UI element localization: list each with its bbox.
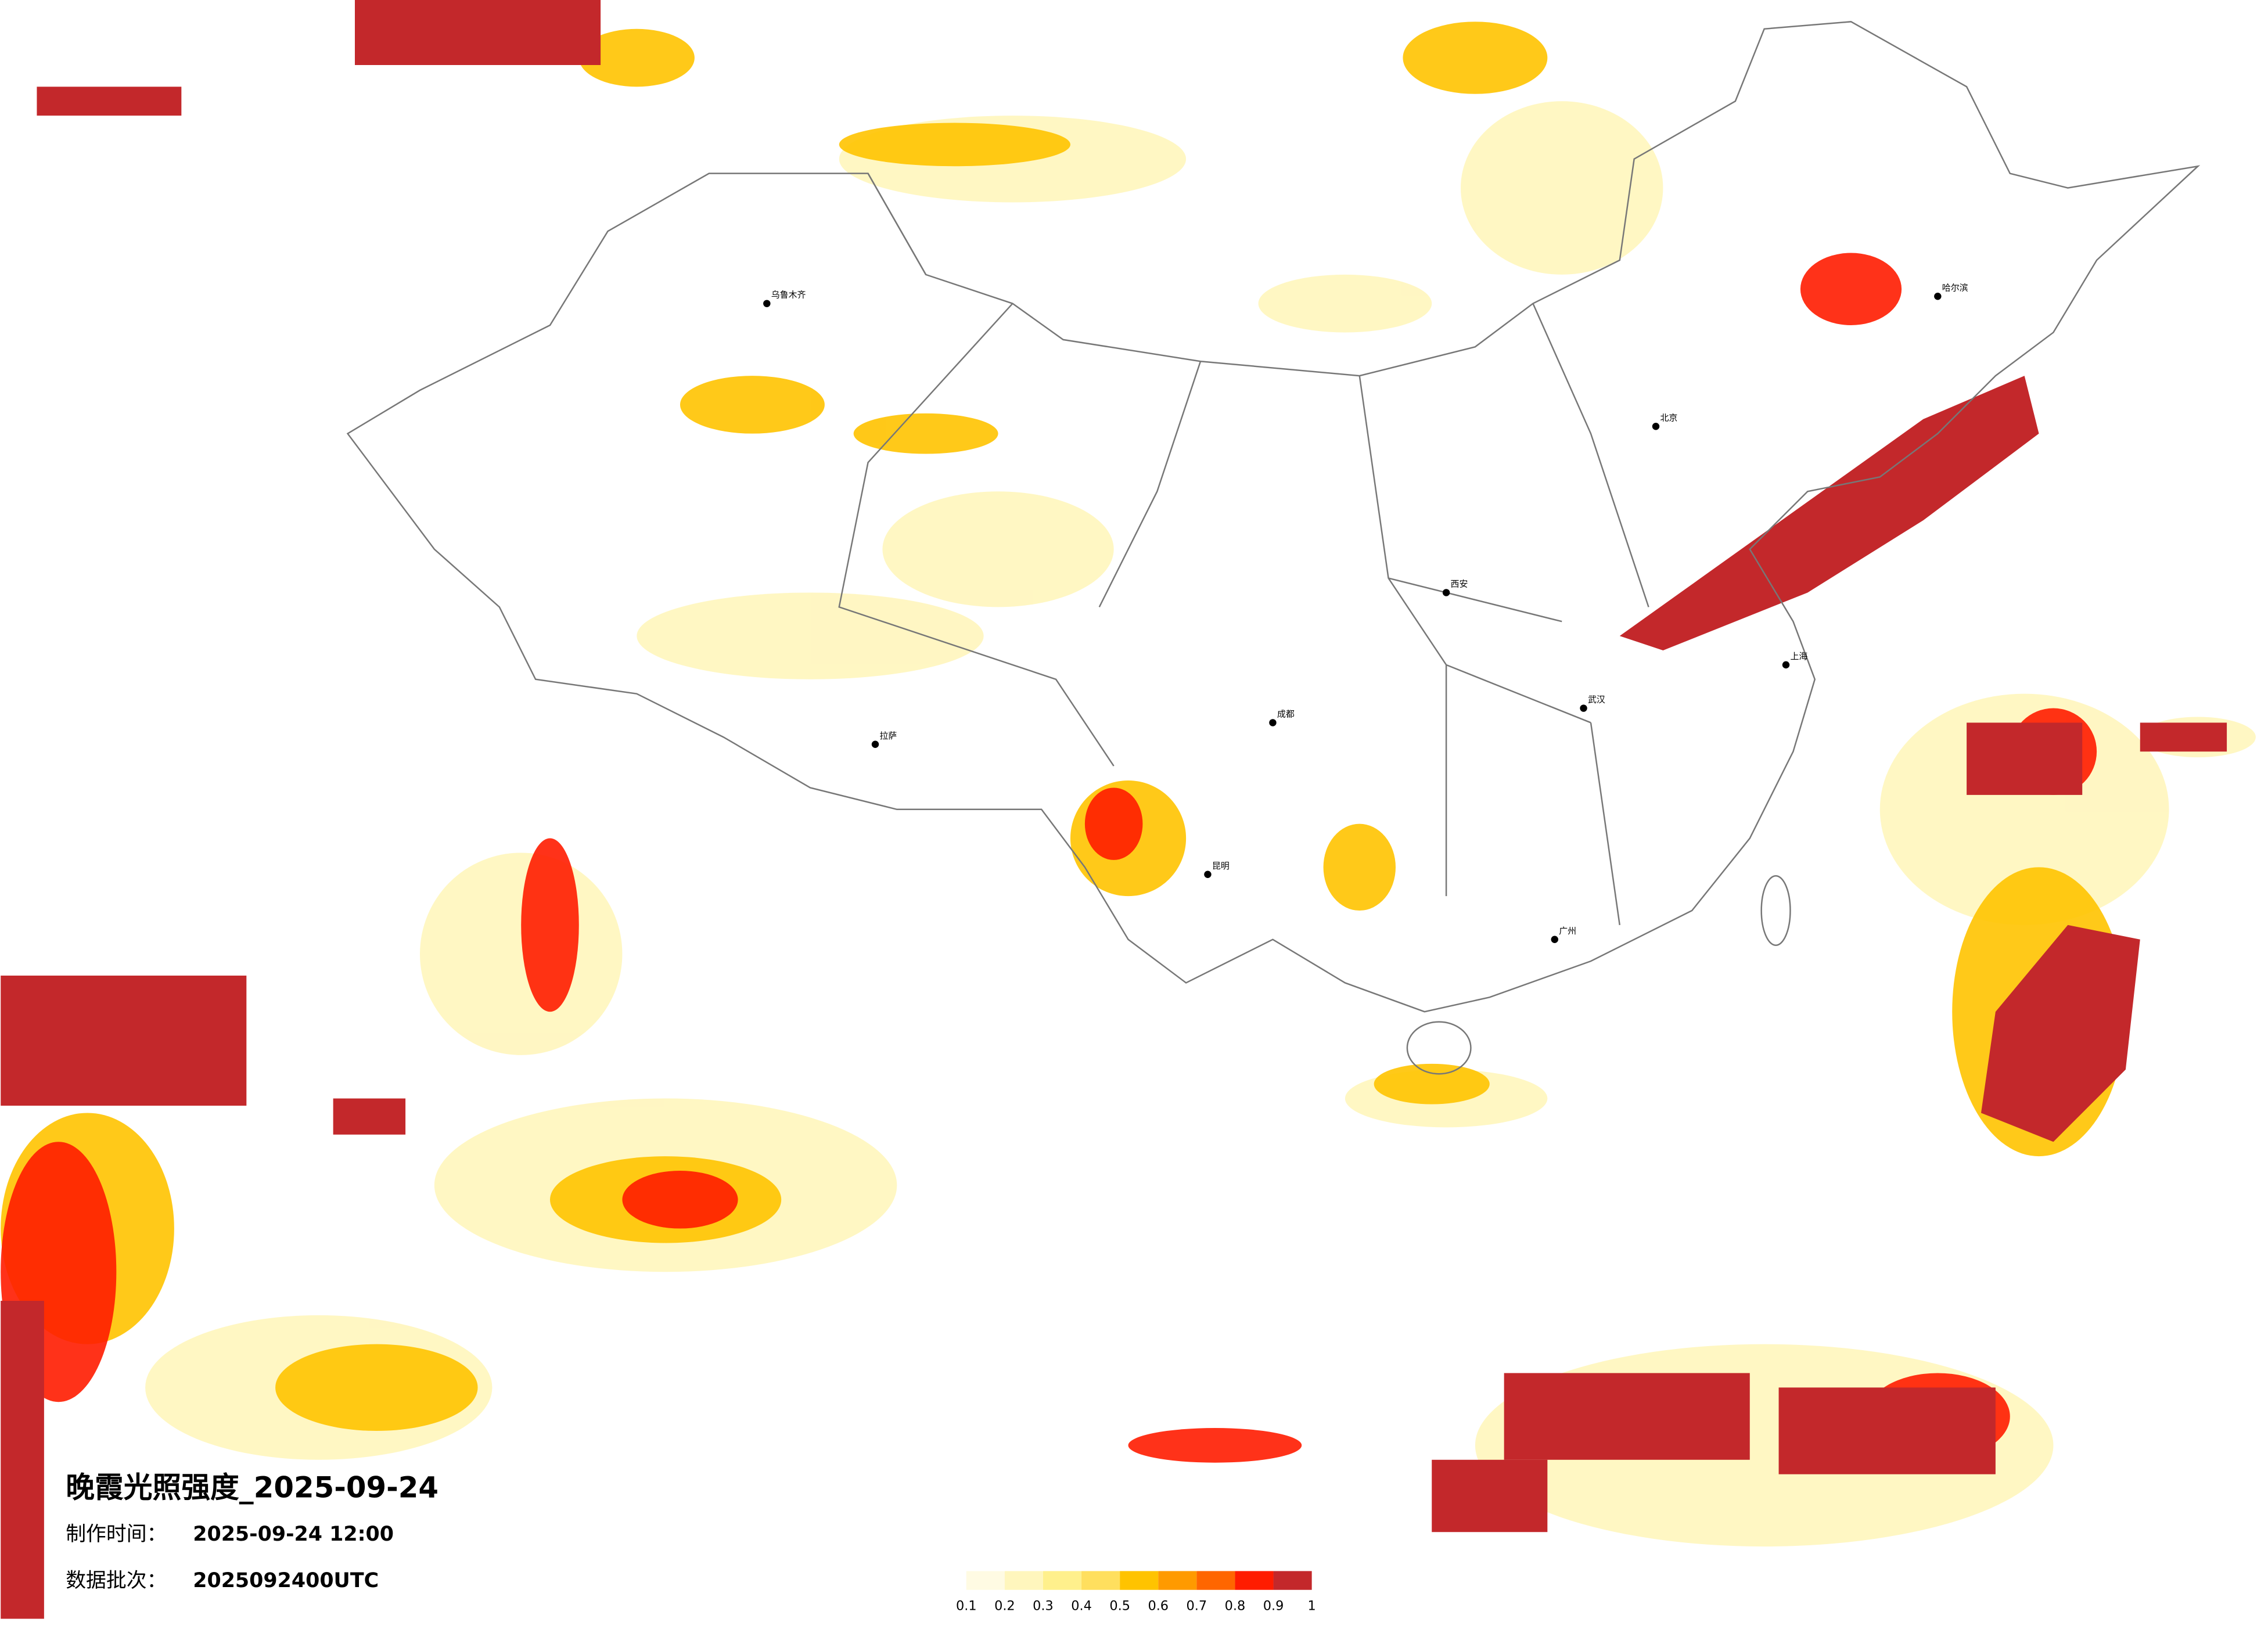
city-dot [871,740,879,748]
batch-value: 2025092400UTC [193,1569,379,1592]
batch-label: 数据批次： [66,1569,167,1592]
legend-tick-label: 0.6 [1148,1599,1169,1614]
map-title: 晚霞光照强度_2025-09-24 [66,1470,438,1504]
city-label: 西安 [1451,578,1468,589]
city-label: 上海 [1790,651,1807,661]
city-dot [1551,936,1558,943]
legend-tick-label: 0.5 [1109,1599,1130,1614]
city-dot [1934,293,1942,300]
made-value: 2025-09-24 12:00 [193,1523,394,1546]
city-label: 拉萨 [879,731,897,741]
city-dot [1442,589,1450,596]
legend-swatch [1196,1571,1235,1590]
city-dot [1652,423,1660,430]
city-dot [763,300,771,307]
legend-swatch [966,1571,1005,1590]
city-label: 北京 [1660,412,1677,423]
city-dot [1580,704,1587,712]
city-label: 哈尔滨 [1942,282,1968,293]
legend-tick-label: 1 [1308,1599,1316,1614]
legend-swatch [1158,1571,1197,1590]
legend-swatch [1081,1571,1120,1590]
city-label: 广州 [1559,926,1576,936]
city-dot [1269,719,1277,726]
city-dot [1204,870,1212,878]
legend-swatch [1120,1571,1159,1590]
legend-tick-label: 0.7 [1187,1599,1207,1614]
city-label: 昆明 [1212,861,1230,871]
legend-swatch [1235,1571,1274,1590]
city-label: 武汉 [1588,695,1605,705]
legend: 0.1 0.2 0.3 0.4 0.5 0.6 0.7 0.8 0.9 1 [956,1571,1316,1614]
legend-swatch [1043,1571,1082,1590]
legend-swatch [1004,1571,1043,1590]
legend-tick-label: 0.2 [994,1599,1015,1614]
city-label: 乌鲁木齐 [771,290,806,300]
borders [346,21,2201,1075]
legend-tick-label: 0.8 [1225,1599,1246,1614]
legend-tick-label: 0.9 [1263,1599,1284,1614]
legend-tick-label: 0.3 [1033,1599,1054,1614]
city-dot [1782,661,1790,669]
legend-swatch [1273,1571,1312,1590]
made-label: 制作时间： [66,1523,167,1546]
city-label: 成都 [1277,708,1295,719]
legend-tick-label: 0.4 [1071,1599,1092,1614]
legend-tick-label: 0.1 [956,1599,977,1614]
